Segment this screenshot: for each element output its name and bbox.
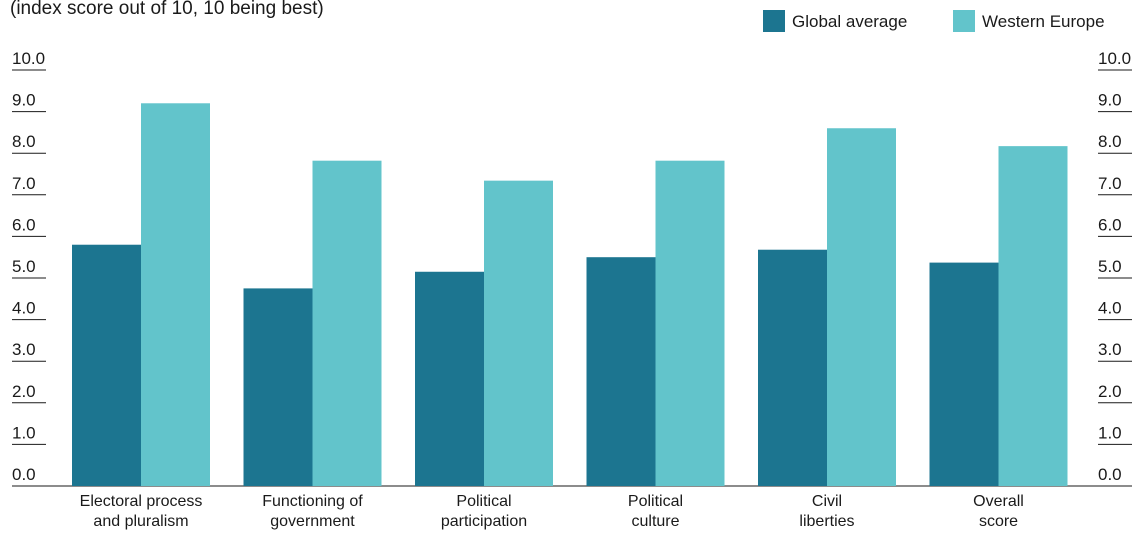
bar-global-average bbox=[758, 249, 827, 486]
x-category-label: Political participation bbox=[441, 493, 527, 530]
y-tick-label-left: 10.0 bbox=[12, 49, 45, 68]
y-tick-label-left: 4.0 bbox=[12, 299, 36, 318]
bar-global-average bbox=[586, 257, 656, 486]
bar-global-average bbox=[415, 271, 484, 486]
x-category-label-line: Overall bbox=[973, 493, 1024, 510]
x-category-label-line: Political bbox=[456, 493, 511, 510]
x-category-label-line: liberties bbox=[799, 513, 854, 530]
y-tick-label-right: 0.0 bbox=[1098, 465, 1122, 484]
x-category-label: Functioning of government bbox=[262, 493, 363, 530]
x-category-label-line: Electoral process bbox=[80, 493, 203, 510]
legend-label-western-europe: Western Europe bbox=[982, 12, 1105, 31]
legend: Global average Western Europe bbox=[763, 10, 1105, 32]
bar-western-europe bbox=[655, 160, 725, 487]
y-tick-label-left: 1.0 bbox=[12, 423, 36, 442]
x-category-label: Civil liberties bbox=[799, 493, 854, 530]
bar-global-average bbox=[929, 262, 999, 486]
legend-label-global-average: Global average bbox=[792, 12, 907, 31]
x-axis-categories: Electoral process and pluralism Functionin… bbox=[80, 493, 1024, 530]
bar-global-average bbox=[243, 288, 313, 486]
y-tick-label-right: 2.0 bbox=[1098, 382, 1122, 401]
x-category-label-line: participation bbox=[441, 513, 527, 530]
y-tick-label-right: 3.0 bbox=[1098, 340, 1122, 359]
legend-swatch-western-europe bbox=[953, 10, 975, 32]
bar-western-europe bbox=[141, 103, 210, 486]
x-category-label-line: government bbox=[270, 513, 355, 530]
y-tick-label-left: 5.0 bbox=[12, 257, 36, 276]
x-category-label: Electoral process and pluralism bbox=[80, 493, 203, 530]
y-tick-label-right: 4.0 bbox=[1098, 299, 1122, 318]
x-category-label: Overall score bbox=[973, 493, 1024, 530]
y-tick-label-left: 7.0 bbox=[12, 174, 36, 193]
y-tick-label-right: 9.0 bbox=[1098, 91, 1122, 110]
bar-western-europe bbox=[998, 146, 1068, 487]
y-tick-label-left: 6.0 bbox=[12, 215, 36, 234]
x-category-label-line: score bbox=[979, 513, 1018, 530]
y-tick-label-right: 7.0 bbox=[1098, 174, 1122, 193]
y-tick-label-right: 5.0 bbox=[1098, 257, 1122, 276]
y-tick-label-left: 3.0 bbox=[12, 340, 36, 359]
x-category-label-line: Political bbox=[628, 493, 683, 510]
x-category-label: Political culture bbox=[628, 493, 683, 530]
x-category-label-line: Functioning of bbox=[262, 493, 363, 510]
x-category-label-line: and pluralism bbox=[93, 513, 188, 530]
y-tick-label-right: 1.0 bbox=[1098, 423, 1122, 442]
bars bbox=[72, 103, 1068, 487]
bar-western-europe bbox=[484, 180, 553, 486]
y-axis-right: 0.0 1.0 2.0 3.0 4.0 5.0 6.0 7.0 8.0 9.0 10.0 bbox=[1098, 49, 1132, 487]
chart-subtitle: (index score out of 10, 10 being best) bbox=[10, 0, 324, 19]
y-tick-label-left: 0.0 bbox=[12, 465, 36, 484]
y-tick-label-left: 8.0 bbox=[12, 132, 36, 151]
legend-swatch-global-average bbox=[763, 10, 785, 32]
y-tick-label-left: 2.0 bbox=[12, 382, 36, 401]
bar-western-europe bbox=[827, 128, 896, 487]
x-category-label-line: culture bbox=[631, 513, 679, 530]
x-category-label-line: Civil bbox=[812, 493, 842, 510]
y-tick-label-right: 8.0 bbox=[1098, 132, 1122, 151]
y-tick-label-left: 9.0 bbox=[12, 91, 36, 110]
y-tick-label-right: 6.0 bbox=[1098, 215, 1122, 234]
bar-global-average bbox=[72, 244, 141, 486]
bar-western-europe bbox=[312, 160, 382, 487]
y-tick-label-right: 10.0 bbox=[1098, 49, 1131, 68]
y-axis-left: 0.0 1.0 2.0 3.0 4.0 5.0 6.0 7.0 8.0 9.0 10.0 bbox=[12, 49, 1098, 487]
